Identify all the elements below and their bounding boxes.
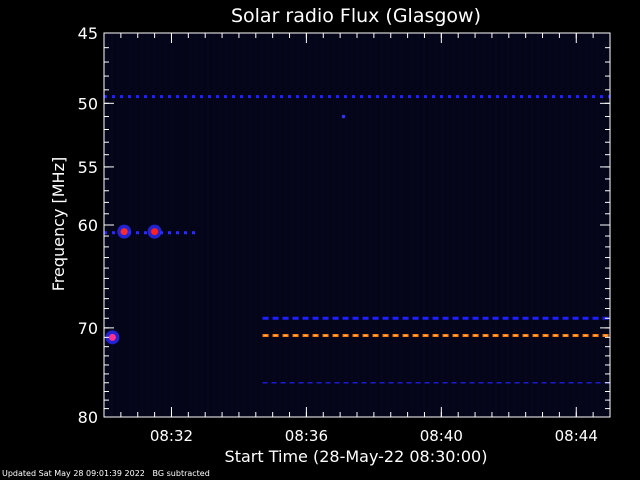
plot-background	[104, 33, 610, 417]
chart-title: Solar radio Flux (Glasgow)	[231, 5, 481, 27]
y-tick-label: 45	[78, 24, 98, 43]
y-tick-label: 60	[78, 216, 98, 235]
y-tick-label: 50	[78, 94, 98, 113]
x-tick-label: 08:44	[555, 427, 598, 445]
x-tick-label: 08:40	[420, 427, 463, 445]
y-tick-label: 55	[78, 158, 98, 177]
burst-3	[108, 333, 116, 341]
bg-subtracted-note: BG subtracted	[152, 469, 210, 478]
updated-timestamp: Updated Sat May 28 09:01:39 2022	[2, 469, 145, 478]
footer-status: Updated Sat May 28 09:01:39 2022 BG subt…	[2, 469, 210, 478]
dot-1	[341, 114, 346, 119]
axis-ticks: 08:32 08:36 08:40 08:44 45 50 55 60 70 80	[78, 24, 611, 445]
burst-2	[151, 228, 159, 236]
x-tick-label: 08:32	[150, 427, 193, 445]
x-tick-label: 08:36	[285, 427, 328, 445]
emission-hotspots	[105, 114, 346, 345]
y-tick-label: 80	[78, 408, 98, 427]
y-axis-label: Frequency [MHz]	[49, 157, 68, 291]
emission-bands	[104, 95, 610, 384]
y-tick-label: 70	[78, 319, 98, 338]
burst-1	[120, 228, 128, 236]
x-axis-label: Start Time (28-May-22 08:30:00)	[225, 447, 488, 466]
